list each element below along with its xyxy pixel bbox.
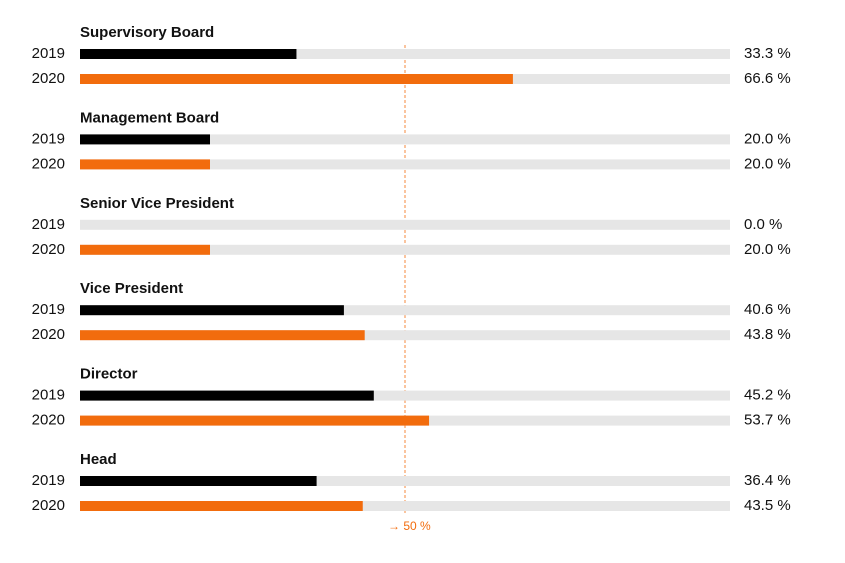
group-title: Head [80, 451, 117, 468]
bar-track [80, 49, 730, 59]
bar-track [80, 159, 730, 170]
bar-track [80, 244, 730, 255]
bar [80, 330, 365, 341]
bar-track [80, 219, 730, 230]
year-label: 2020 [32, 412, 65, 429]
value-label: 20.0 % [744, 155, 791, 172]
group-title: Management Board [80, 109, 219, 126]
group-title: Supervisory Board [80, 24, 214, 41]
year-label: 2020 [32, 241, 65, 258]
bar-track [80, 305, 730, 316]
year-label: 2019 [32, 387, 65, 404]
bar-track [80, 501, 730, 511]
bar [80, 244, 210, 255]
value-label: 0.0 % [744, 216, 782, 233]
year-label: 2019 [32, 301, 65, 318]
group-title: Director [80, 366, 138, 383]
year-label: 2019 [32, 216, 65, 233]
group-title: Vice President [80, 280, 183, 297]
year-label: 2019 [32, 472, 65, 489]
year-label: 2020 [32, 70, 65, 87]
bar [80, 501, 363, 511]
value-label: 43.5 % [744, 497, 791, 514]
value-label: 36.4 % [744, 472, 791, 489]
year-label: 2019 [32, 45, 65, 62]
value-label: 20.0 % [744, 130, 791, 147]
value-label: 43.8 % [744, 326, 791, 343]
bar-track [80, 330, 730, 341]
bar [80, 134, 210, 145]
year-label: 2019 [32, 130, 65, 147]
value-label: 33.3 % [744, 45, 791, 62]
bar [80, 476, 317, 486]
value-label: 20.0 % [744, 241, 791, 258]
value-label: 45.2 % [744, 387, 791, 404]
year-label: 2020 [32, 497, 65, 514]
value-label: 53.7 % [744, 412, 791, 429]
bar [80, 74, 513, 84]
group-title: Senior Vice President [80, 195, 234, 212]
bar [80, 159, 210, 170]
bar [80, 415, 430, 426]
bar-track [80, 134, 730, 145]
bar [80, 49, 297, 59]
year-label: 2020 [32, 155, 65, 172]
bar [80, 390, 374, 401]
bar-track [80, 476, 730, 486]
bar-track [80, 390, 730, 401]
value-label: 66.6 % [744, 70, 791, 87]
year-label: 2020 [32, 326, 65, 343]
reference-label: → 50 % [388, 519, 431, 533]
bar [80, 305, 344, 316]
value-label: 40.6 % [744, 301, 791, 318]
